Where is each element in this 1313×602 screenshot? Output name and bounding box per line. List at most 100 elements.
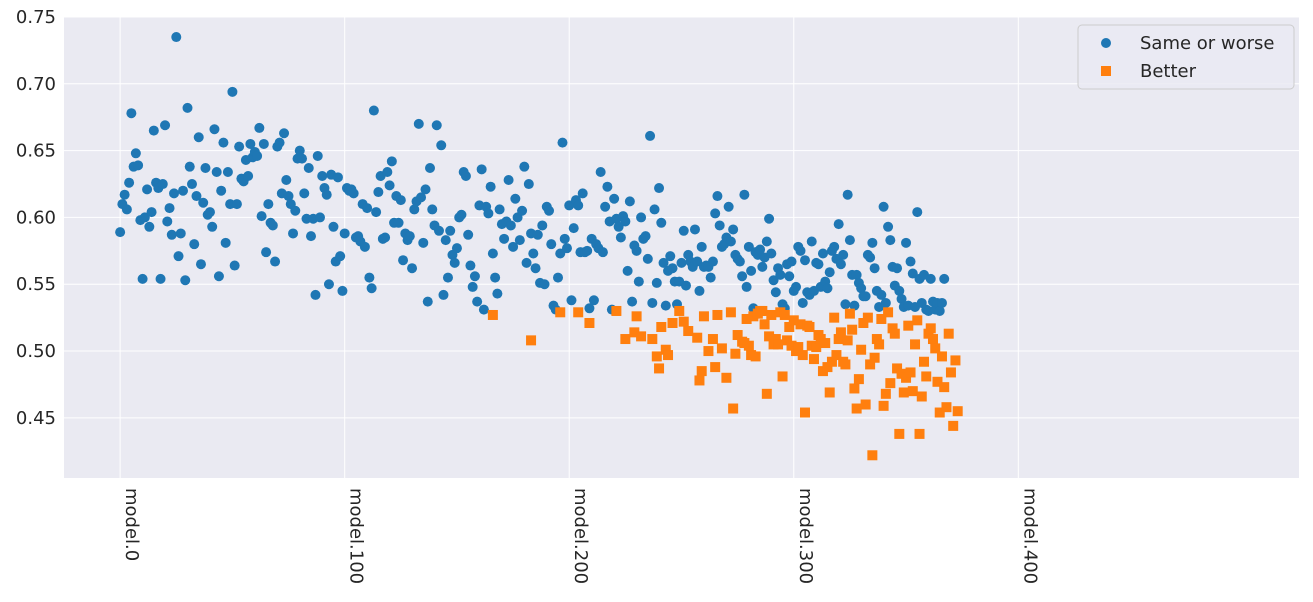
scatter-point-same-or-worse — [833, 219, 844, 230]
scatter-point-same-or-worse — [658, 257, 669, 268]
scatter-point-better — [941, 402, 952, 413]
scatter-point-same-or-worse — [824, 267, 835, 278]
y-tick-label: 0.75 — [16, 7, 56, 28]
scatter-point-same-or-worse — [613, 221, 624, 232]
scatter-point-same-or-worse — [449, 257, 460, 268]
scatter-point-better — [660, 344, 671, 355]
scatter-point-better — [629, 327, 640, 338]
scatter-point-same-or-worse — [243, 171, 254, 182]
scatter-point-same-or-worse — [901, 237, 912, 248]
scatter-point-same-or-worse — [555, 248, 566, 259]
scatter-point-better — [770, 334, 781, 345]
scatter-point-same-or-worse — [193, 132, 204, 143]
scatter-point-same-or-worse — [476, 164, 487, 175]
scatter-point-better — [921, 371, 932, 382]
scatter-point-same-or-worse — [204, 207, 215, 218]
scatter-point-same-or-worse — [465, 260, 476, 271]
scatter-point-better — [786, 340, 797, 351]
scatter-point-same-or-worse — [746, 265, 757, 276]
scatter-point-better — [932, 376, 943, 387]
legend-marker-circle — [1101, 38, 1111, 48]
scatter-point-same-or-worse — [523, 179, 534, 190]
scatter-point-same-or-worse — [561, 243, 572, 254]
scatter-point-same-or-worse — [124, 177, 135, 188]
scatter-point-same-or-worse — [209, 124, 220, 135]
scatter-point-same-or-worse — [712, 191, 723, 202]
scatter-point-same-or-worse — [743, 241, 754, 252]
scatter-point-same-or-worse — [822, 283, 833, 294]
scatter-point-same-or-worse — [270, 256, 281, 267]
scatter-point-same-or-worse — [505, 220, 516, 231]
scatter-point-same-or-worse — [164, 203, 175, 214]
scatter-point-same-or-worse — [198, 197, 209, 208]
scatter-point-same-or-worse — [838, 249, 849, 260]
scatter-point-same-or-worse — [420, 184, 431, 195]
scatter-point-same-or-worse — [422, 296, 433, 307]
scatter-point-better — [858, 317, 869, 328]
scatter-point-same-or-worse — [577, 188, 588, 199]
scatter-point-same-or-worse — [642, 253, 653, 264]
scatter-point-better — [698, 311, 709, 322]
scatter-point-better — [766, 309, 777, 320]
scatter-point-same-or-worse — [878, 201, 889, 212]
scatter-point-better — [804, 322, 815, 333]
scatter-point-same-or-worse — [139, 212, 150, 223]
y-tick-label: 0.50 — [16, 341, 56, 362]
scatter-point-same-or-worse — [844, 235, 855, 246]
scatter-point-same-or-worse — [775, 269, 786, 280]
scatter-point-better — [901, 372, 912, 383]
scatter-point-same-or-worse — [485, 181, 496, 192]
scatter-point-same-or-worse — [514, 235, 525, 246]
scatter-point-same-or-worse — [186, 179, 197, 190]
scatter-point-same-or-worse — [602, 181, 613, 192]
scatter-point-better — [692, 332, 703, 343]
scatter-point-same-or-worse — [860, 291, 871, 302]
scatter-point-better — [631, 311, 642, 322]
scatter-point-better — [716, 343, 727, 354]
scatter-point-same-or-worse — [757, 261, 768, 272]
scatter-point-same-or-worse — [645, 130, 656, 141]
scatter-point-same-or-worse — [440, 235, 451, 246]
scatter-point-same-or-worse — [119, 189, 130, 200]
scatter-point-same-or-worse — [835, 259, 846, 270]
scatter-point-better — [883, 307, 894, 318]
scatter-point-same-or-worse — [869, 263, 880, 274]
y-tick-label: 0.45 — [16, 408, 56, 429]
scatter-point-same-or-worse — [739, 189, 750, 200]
scatter-point-same-or-worse — [508, 241, 519, 252]
scatter-point-same-or-worse — [148, 125, 159, 136]
scatter-point-same-or-worse — [764, 213, 775, 224]
scatter-point-same-or-worse — [546, 239, 557, 250]
scatter-point-better — [950, 355, 961, 366]
scatter-point-same-or-worse — [487, 248, 498, 259]
y-axis: 0.45 0.50 0.55 0.60 0.65 0.70 0.75 — [16, 7, 56, 429]
scatter-point-same-or-worse — [791, 281, 802, 292]
series-better — [487, 305, 963, 461]
scatter-point-better — [712, 309, 723, 320]
scatter-point-same-or-worse — [667, 263, 678, 274]
scatter-point-same-or-worse — [337, 285, 348, 296]
scatter-point-better — [844, 308, 855, 319]
scatter-point-better — [797, 350, 808, 361]
scatter-point-same-or-worse — [297, 153, 308, 164]
scatter-point-same-or-worse — [178, 185, 189, 196]
scatter-point-same-or-worse — [817, 248, 828, 259]
scatter-point-same-or-worse — [191, 191, 202, 202]
scatter-point-same-or-worse — [368, 105, 379, 116]
scatter-point-same-or-worse — [182, 102, 193, 113]
scatter-point-better — [820, 338, 831, 349]
scatter-point-same-or-worse — [761, 236, 772, 247]
scatter-point-better — [636, 331, 647, 342]
scatter-point-same-or-worse — [218, 137, 229, 148]
scatter-point-same-or-worse — [532, 229, 543, 240]
scatter-point-better — [874, 339, 885, 350]
scatter-point-same-or-worse — [519, 161, 530, 172]
scatter-point-same-or-worse — [865, 252, 876, 263]
scatter-point-same-or-worse — [813, 259, 824, 270]
scatter-point-same-or-worse — [876, 289, 887, 300]
scatter-point-better — [905, 367, 916, 378]
scatter-point-same-or-worse — [503, 175, 514, 186]
scatter-point-better — [620, 334, 631, 345]
scatter-point-better — [862, 312, 873, 323]
